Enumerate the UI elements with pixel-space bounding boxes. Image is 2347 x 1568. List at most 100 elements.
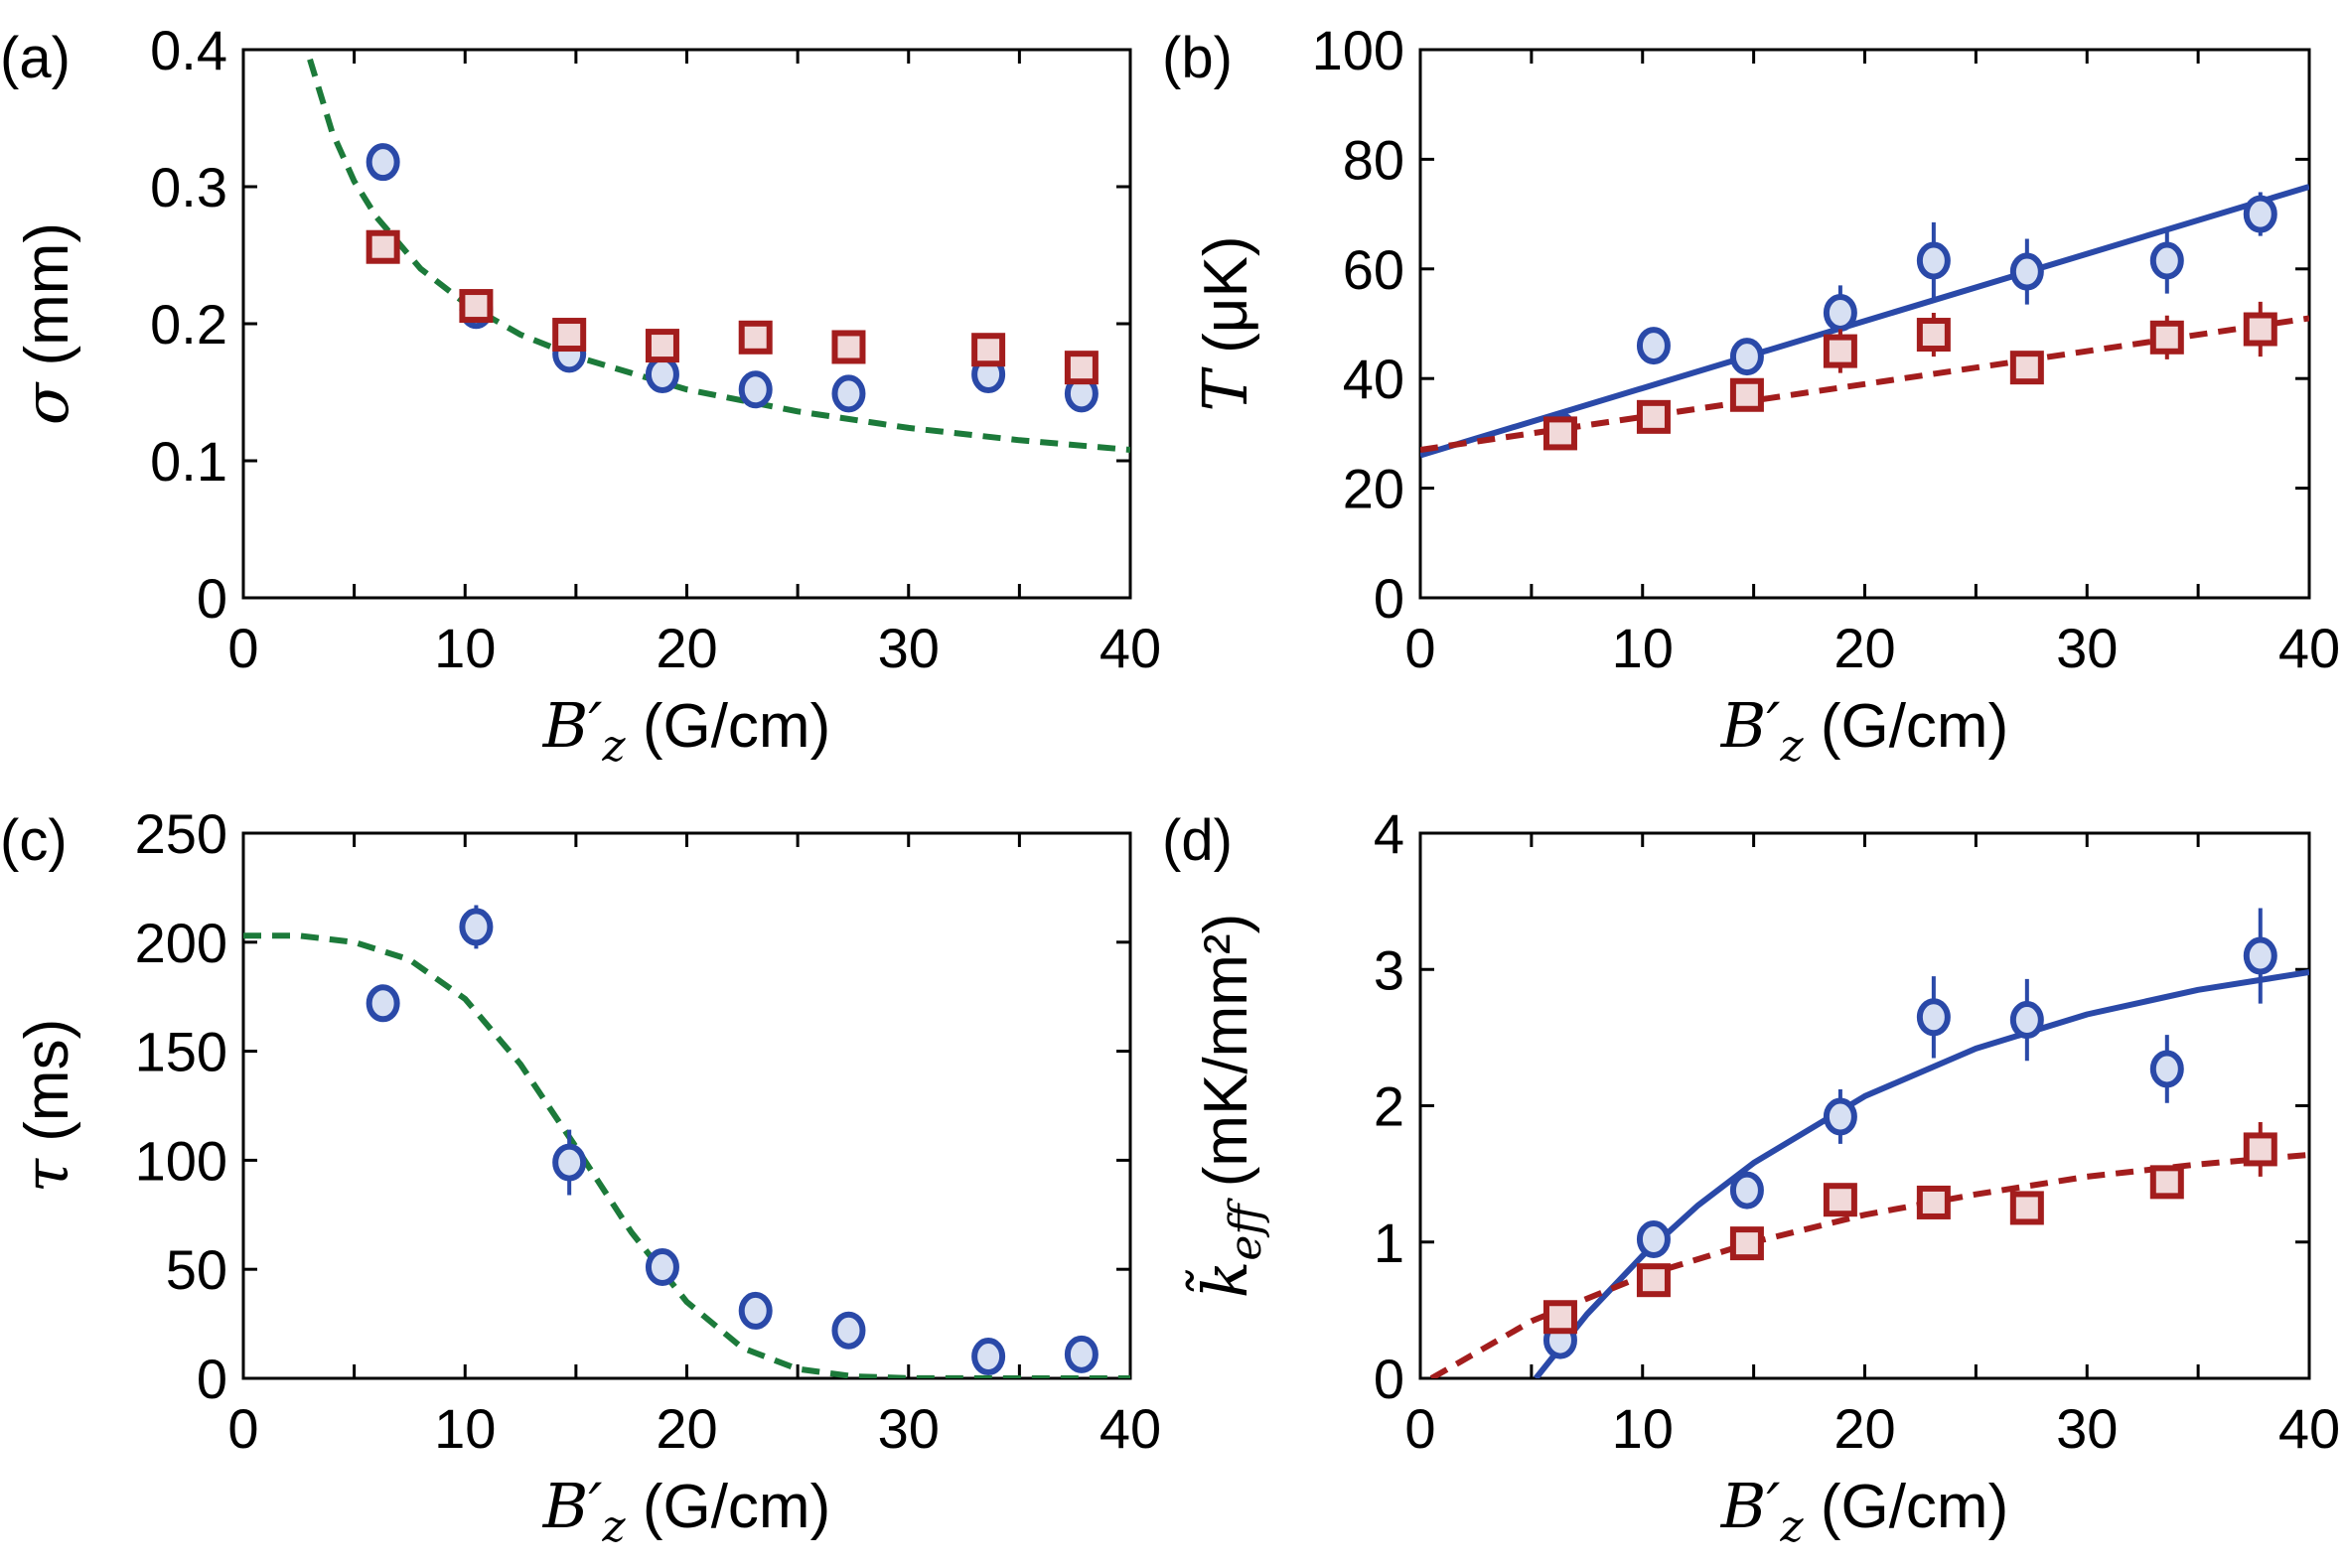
x-tick-label: 10	[1612, 617, 1674, 679]
x-axis-label-subscript: z	[1779, 1501, 1804, 1552]
y-axis-label-unit: (μK)	[1192, 236, 1260, 371]
data-point-square	[645, 329, 679, 363]
x-tick-label: 40	[2278, 617, 2340, 679]
data-point-circle	[2243, 936, 2277, 975]
panel-c: (c) 0 10 20 30 40 0 50 100 150 200 250 B′z (G/cm) τ (…	[0, 802, 1161, 1552]
data-point-square	[831, 330, 866, 364]
fit-curve-solid	[1420, 184, 2309, 459]
data-point-circle	[831, 1311, 866, 1350]
panel-letter: (a)	[0, 26, 71, 90]
data-point-circle	[645, 1248, 679, 1287]
data-point-circle	[1823, 1097, 1857, 1136]
y-axis-label-unit: (mm)	[13, 222, 81, 383]
data-point-circle	[2243, 195, 2277, 233]
data-point-circle	[645, 356, 679, 394]
x-tick-label: 30	[878, 1397, 940, 1460]
x-axis-label: B′z (G/cm)	[1720, 689, 2008, 772]
data-point-square	[2149, 320, 2184, 355]
y-tick-label: 3	[1374, 938, 1404, 1001]
y-tick-label: 4	[1374, 802, 1404, 865]
data-point-circle	[1823, 293, 1857, 332]
x-tick-label: 20	[1834, 1397, 1895, 1460]
data-point-circle	[831, 374, 866, 413]
data-point-square	[1729, 1226, 1764, 1261]
data-point-square	[2243, 312, 2277, 347]
y-tick-label: 60	[1343, 238, 1404, 301]
data-point-circle	[459, 908, 494, 946]
data-point-square	[1636, 399, 1671, 434]
y-tick-label: 2	[1374, 1075, 1404, 1138]
plot-frame	[241, 831, 1132, 1380]
y-tick-label: 0.4	[150, 19, 227, 81]
x-tick-label: 20	[1834, 617, 1895, 679]
x-tick-label: 40	[1100, 617, 1161, 679]
x-tick-label: 0	[1404, 1397, 1435, 1460]
panel-letter: (d)	[1162, 808, 1233, 873]
data-point-square	[2149, 1165, 2184, 1200]
plot-frame	[241, 48, 1132, 600]
y-tick-label: 40	[1343, 348, 1404, 410]
y-tick-label: 250	[135, 802, 227, 865]
panel-a: (a) 0 10 20 30 40 0 0.1 0.2 0.3 0.4 B′z (G/cm) σ (mm…	[0, 19, 1161, 772]
data-point-circle	[738, 1291, 773, 1330]
x-tick-label: 0	[227, 1397, 258, 1460]
x-axis-label-symbol: B′	[542, 1470, 603, 1542]
y-axis-label-symbol: σ	[10, 381, 82, 425]
data-point-square	[552, 318, 587, 353]
data-point-circle	[1636, 1220, 1671, 1259]
panel-d: (d) 0 10 20 30 40 0 1 2 3 4 B′z (G/cm) k̃eff (mK/mm²…	[1162, 802, 2340, 1552]
y-axis-label-subscript: eff	[1221, 1198, 1271, 1261]
fit-curve-solid	[1533, 969, 2309, 1378]
data-point-square	[366, 229, 400, 264]
panel-letter: (b)	[1162, 26, 1233, 90]
x-tick-label: 0	[227, 617, 258, 679]
y-tick-label: 1	[1374, 1212, 1404, 1274]
y-axis-label: τ (ms)	[10, 1019, 82, 1193]
data-point-square	[738, 320, 773, 355]
y-tick-label: 0	[1374, 1348, 1404, 1410]
y-tick-label: 150	[135, 1021, 227, 1083]
data-point-circle	[2149, 1050, 2184, 1088]
y-tick-label: 80	[1343, 128, 1404, 191]
y-axis-label-unit: (ms)	[13, 1019, 81, 1159]
y-axis-label: T (μK)	[1189, 236, 1261, 412]
y-tick-label: 100	[1312, 19, 1404, 81]
data-point-square	[1823, 1183, 1857, 1217]
data-point-square	[1916, 1185, 1951, 1219]
data-point-square	[1064, 351, 1099, 385]
x-tick-label: 20	[656, 1397, 717, 1460]
x-tick-label: 20	[656, 617, 717, 679]
x-axis-label-unit: (G/cm)	[1804, 1473, 2009, 1541]
data-point-square	[2009, 351, 2044, 385]
data-point-circle	[1916, 241, 1951, 280]
data-point-circle	[552, 1143, 587, 1182]
x-tick-label: 30	[2056, 617, 2118, 679]
x-tick-label: 40	[1100, 1397, 1161, 1460]
data-point-square	[1542, 1300, 1577, 1335]
x-tick-label: 30	[878, 617, 940, 679]
data-point-square	[2009, 1191, 2044, 1225]
y-axis-label-symbol: k̃	[1185, 1261, 1261, 1299]
y-tick-label: 0	[1374, 567, 1404, 630]
data-point-circle	[2009, 252, 2044, 291]
x-axis-label-unit: (G/cm)	[1804, 692, 2009, 761]
x-tick-label: 10	[1612, 1397, 1674, 1460]
data-point-circle	[1064, 1335, 1099, 1373]
data-point-square	[971, 333, 1006, 367]
data-point-circle	[1636, 327, 1671, 365]
data-point-square	[1542, 416, 1577, 451]
y-tick-label: 0.2	[150, 293, 227, 356]
y-axis-label: k̃eff (mK/mm²)	[1185, 914, 1271, 1298]
x-tick-label: 40	[2278, 1397, 2340, 1460]
data-point-square	[1636, 1263, 1671, 1298]
x-tick-label: 10	[434, 617, 496, 679]
y-tick-label: 50	[166, 1238, 227, 1301]
data-point-circle	[1729, 1171, 1764, 1210]
x-tick-label: 30	[2056, 1397, 2118, 1460]
y-tick-label: 0.3	[150, 156, 227, 218]
x-axis-label: B′z (G/cm)	[542, 689, 830, 772]
y-tick-label: 0	[197, 1348, 227, 1410]
y-axis-label: σ (mm)	[10, 222, 82, 425]
x-axis-label-unit: (G/cm)	[626, 692, 831, 761]
